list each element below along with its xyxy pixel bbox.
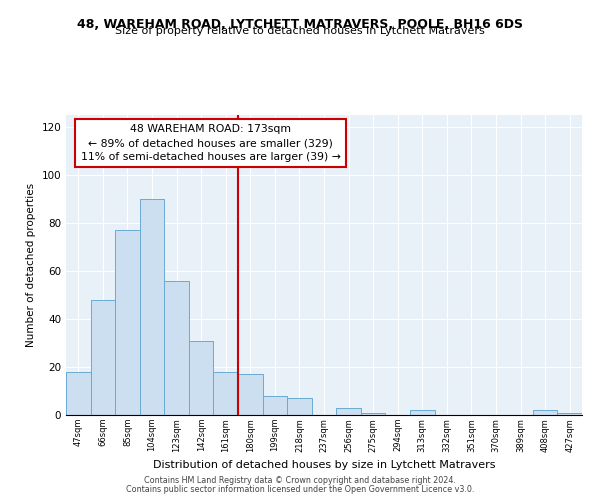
Bar [361, 412, 385, 415]
Bar [115, 230, 140, 415]
Bar [557, 412, 582, 415]
Bar [66, 372, 91, 415]
Bar [164, 280, 189, 415]
Bar [238, 374, 263, 415]
Text: Contains HM Land Registry data © Crown copyright and database right 2024.: Contains HM Land Registry data © Crown c… [144, 476, 456, 485]
Bar [336, 408, 361, 415]
Text: 48, WAREHAM ROAD, LYTCHETT MATRAVERS, POOLE, BH16 6DS: 48, WAREHAM ROAD, LYTCHETT MATRAVERS, PO… [77, 18, 523, 30]
Text: Contains public sector information licensed under the Open Government Licence v3: Contains public sector information licen… [126, 485, 474, 494]
Text: Size of property relative to detached houses in Lytchett Matravers: Size of property relative to detached ho… [115, 26, 485, 36]
Bar [189, 340, 214, 415]
Bar [263, 396, 287, 415]
Bar [533, 410, 557, 415]
Y-axis label: Number of detached properties: Number of detached properties [26, 183, 36, 347]
X-axis label: Distribution of detached houses by size in Lytchett Matravers: Distribution of detached houses by size … [153, 460, 495, 470]
Bar [214, 372, 238, 415]
Bar [91, 300, 115, 415]
Text: 48 WAREHAM ROAD: 173sqm
← 89% of detached houses are smaller (329)
11% of semi-d: 48 WAREHAM ROAD: 173sqm ← 89% of detache… [80, 124, 340, 162]
Bar [287, 398, 312, 415]
Bar [140, 199, 164, 415]
Bar [410, 410, 434, 415]
